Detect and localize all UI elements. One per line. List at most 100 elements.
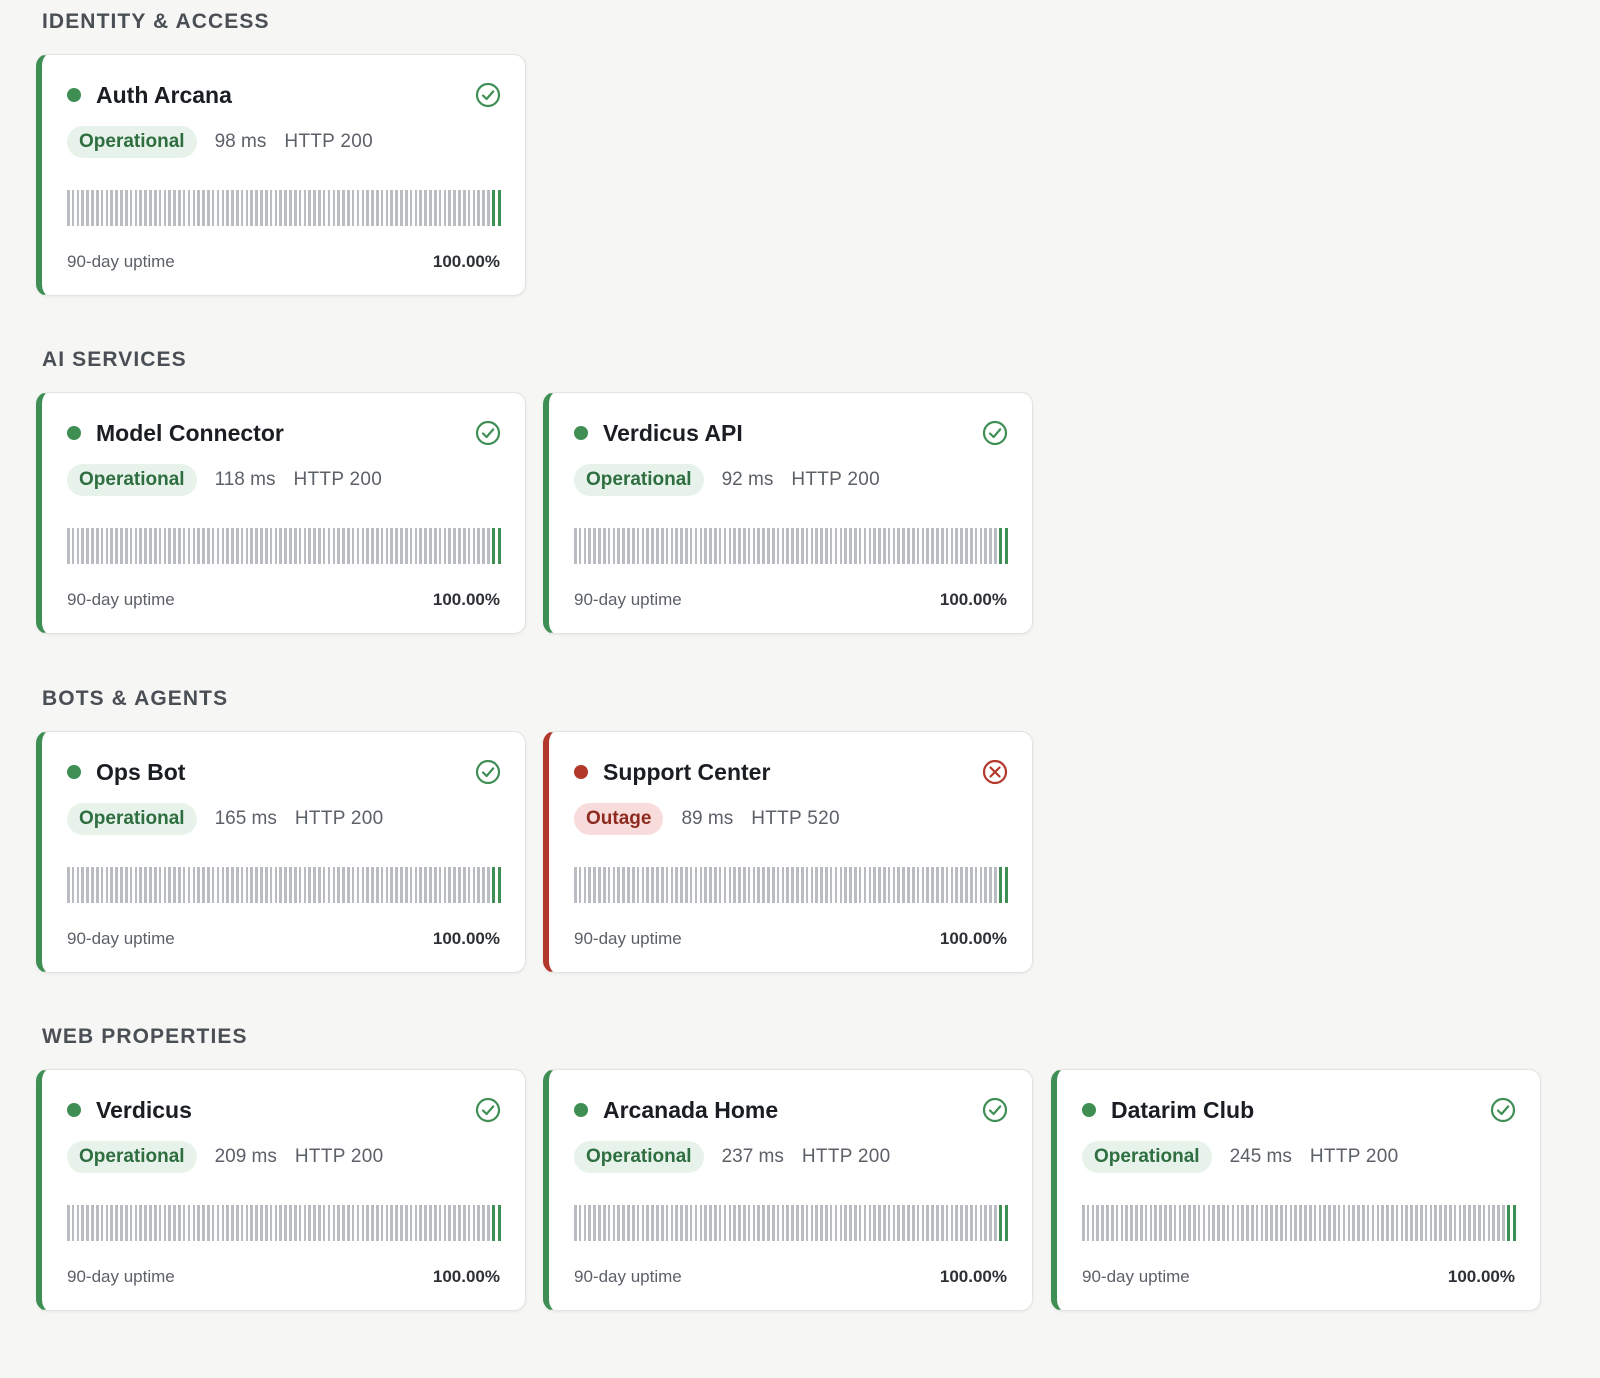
uptime-day-bar[interactable] <box>1395 1205 1399 1241</box>
uptime-day-bar[interactable] <box>274 190 278 226</box>
uptime-day-bar[interactable] <box>491 1205 496 1241</box>
uptime-day-bar[interactable] <box>409 867 413 903</box>
uptime-day-bar[interactable] <box>926 867 930 903</box>
uptime-day-bar[interactable] <box>747 1205 751 1241</box>
uptime-day-bar[interactable] <box>318 190 321 226</box>
uptime-day-bar[interactable] <box>149 867 152 903</box>
uptime-day-bar[interactable] <box>742 528 746 564</box>
uptime-day-bar[interactable] <box>342 190 345 226</box>
uptime-day-bar[interactable] <box>487 190 490 226</box>
uptime-day-bar[interactable] <box>1362 1205 1365 1241</box>
uptime-day-bar[interactable] <box>1120 1205 1124 1241</box>
uptime-day-bar[interactable] <box>631 528 635 564</box>
uptime-day-bar[interactable] <box>955 867 959 903</box>
uptime-day-bar[interactable] <box>409 190 413 226</box>
uptime-day-bar[interactable] <box>274 867 278 903</box>
uptime-day-bar[interactable] <box>86 1205 89 1241</box>
uptime-day-bar[interactable] <box>260 867 263 903</box>
uptime-day-bar[interactable] <box>810 1205 814 1241</box>
uptime-day-bar[interactable] <box>424 867 427 903</box>
uptime-day-bar[interactable] <box>163 867 167 903</box>
uptime-day-bar[interactable] <box>385 1205 389 1241</box>
uptime-day-bar[interactable] <box>1236 1205 1240 1241</box>
uptime-day-bar[interactable] <box>1246 1205 1249 1241</box>
uptime-day-bar[interactable] <box>395 190 398 226</box>
uptime-day-bar[interactable] <box>86 528 89 564</box>
uptime-day-bar[interactable] <box>1082 1205 1085 1241</box>
uptime-day-bar[interactable] <box>791 1205 794 1241</box>
uptime-day-bar[interactable] <box>322 190 326 226</box>
uptime-day-bar[interactable] <box>1202 1205 1206 1241</box>
uptime-day-bar[interactable] <box>250 1205 254 1241</box>
uptime-day-bar[interactable] <box>347 1205 350 1241</box>
uptime-day-bar[interactable] <box>627 528 630 564</box>
uptime-day-bar[interactable] <box>714 528 717 564</box>
uptime-day-bar[interactable] <box>134 1205 138 1241</box>
uptime-day-bar[interactable] <box>685 867 688 903</box>
uptime-day-bar[interactable] <box>313 528 316 564</box>
uptime-day-bar[interactable] <box>1473 1205 1476 1241</box>
uptime-day-bar[interactable] <box>709 528 712 564</box>
uptime-day-bar[interactable] <box>897 867 901 903</box>
uptime-day-bar[interactable] <box>651 867 654 903</box>
uptime-day-bar[interactable] <box>1154 1205 1158 1241</box>
uptime-day-bar[interactable] <box>327 528 331 564</box>
uptime-day-bar[interactable] <box>448 867 452 903</box>
uptime-day-bar[interactable] <box>264 1205 268 1241</box>
uptime-day-bar[interactable] <box>694 1205 698 1241</box>
uptime-day-bar[interactable] <box>926 1205 930 1241</box>
uptime-day-bar[interactable] <box>197 867 200 903</box>
uptime-day-bar[interactable] <box>868 867 872 903</box>
uptime-day-bar[interactable] <box>182 867 186 903</box>
uptime-day-bar[interactable] <box>110 190 114 226</box>
uptime-day-bar[interactable] <box>342 1205 345 1241</box>
uptime-day-bar[interactable] <box>178 1205 181 1241</box>
uptime-day-bar[interactable] <box>945 1205 949 1241</box>
uptime-day-bar[interactable] <box>1439 1205 1442 1241</box>
uptime-day-bar[interactable] <box>955 528 959 564</box>
uptime-day-bar[interactable] <box>337 867 340 903</box>
uptime-day-bar[interactable] <box>390 190 394 226</box>
uptime-day-bar[interactable] <box>699 528 703 564</box>
uptime-day-bar[interactable] <box>458 1205 461 1241</box>
uptime-day-bar[interactable] <box>1144 1205 1148 1241</box>
uptime-day-bar[interactable] <box>699 1205 703 1241</box>
uptime-day-bar[interactable] <box>989 528 992 564</box>
uptime-day-bar[interactable] <box>660 867 664 903</box>
uptime-day-bar[interactable] <box>762 1205 765 1241</box>
uptime-day-bar[interactable] <box>327 1205 331 1241</box>
uptime-day-bar[interactable] <box>1086 1205 1090 1241</box>
uptime-day-bar[interactable] <box>332 867 336 903</box>
uptime-day-bar[interactable] <box>216 190 220 226</box>
uptime-day-bar[interactable] <box>757 1205 761 1241</box>
uptime-day-bar[interactable] <box>936 528 939 564</box>
uptime-day-bar[interactable] <box>67 528 70 564</box>
uptime-day-bar[interactable] <box>332 190 336 226</box>
uptime-day-bar[interactable] <box>467 867 471 903</box>
uptime-day-bar[interactable] <box>897 1205 901 1241</box>
uptime-day-bar[interactable] <box>752 528 756 564</box>
uptime-day-bar[interactable] <box>926 528 930 564</box>
uptime-day-bar[interactable] <box>139 190 143 226</box>
uptime-day-bar[interactable] <box>829 867 833 903</box>
uptime-day-bar[interactable] <box>979 1205 983 1241</box>
uptime-day-bar[interactable] <box>781 528 785 564</box>
uptime-day-bar[interactable] <box>656 867 659 903</box>
uptime-day-bar[interactable] <box>685 528 688 564</box>
uptime-day-bar[interactable] <box>907 1205 910 1241</box>
uptime-day-bar[interactable] <box>718 528 722 564</box>
uptime-day-bar[interactable] <box>936 867 939 903</box>
uptime-day-bar[interactable] <box>100 190 104 226</box>
uptime-day-bar[interactable] <box>960 867 963 903</box>
uptime-day-bar[interactable] <box>742 1205 746 1241</box>
uptime-day-bar[interactable] <box>1284 1205 1288 1241</box>
uptime-day-bar[interactable] <box>95 190 99 226</box>
uptime-day-bar[interactable] <box>694 867 698 903</box>
uptime-day-bar[interactable] <box>583 528 587 564</box>
uptime-day-bar[interactable] <box>940 1205 944 1241</box>
uptime-day-bar[interactable] <box>969 528 973 564</box>
uptime-day-bar[interactable] <box>105 190 109 226</box>
uptime-day-bar[interactable] <box>839 867 843 903</box>
uptime-day-bar[interactable] <box>86 190 89 226</box>
uptime-day-bar[interactable] <box>694 528 698 564</box>
